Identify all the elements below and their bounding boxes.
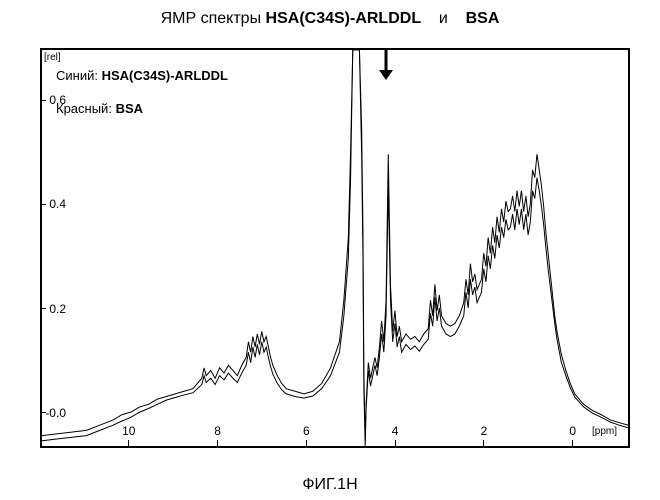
figure-label: ФИГ.1H [0, 476, 660, 494]
x-tick-mark [217, 440, 218, 446]
x-tick-mark [306, 440, 307, 446]
chart-title: ЯМР спектры HSA(C34S)-ARLDDL и BSA [0, 10, 660, 28]
title-sample-2: BSA [466, 10, 500, 27]
x-tick-label: 6 [303, 424, 310, 438]
y-tick-label: -0.0 [45, 406, 66, 420]
legend-line-1: Синий: HSA(C34S)-ARLDDL [56, 60, 228, 93]
legend-line1-sample: HSA(C34S)-ARLDDL [102, 68, 228, 83]
x-tick-label: 10 [122, 424, 135, 438]
y-tick-mark [40, 100, 46, 101]
chart-frame: Синий: HSA(C34S)-ARLDDL Красный: BSA [40, 48, 630, 448]
x-tick-mark [395, 440, 396, 446]
y-tick-mark [40, 308, 46, 309]
y-tick-label: 0.2 [49, 302, 66, 316]
y-tick-label: 0.4 [49, 197, 66, 211]
x-tick-mark [483, 440, 484, 446]
x-tick-label: 4 [392, 424, 399, 438]
y-axis-unit: [rel] [44, 52, 61, 63]
title-sample-1: HSA(C34S)-ARLDDL [266, 10, 422, 27]
y-tick-label: 0.6 [49, 93, 66, 107]
x-tick-label: 8 [214, 424, 221, 438]
x-axis-unit: [ppm] [592, 426, 617, 437]
x-tick-mark [128, 440, 129, 446]
legend-line2-sample: BSA [116, 101, 143, 116]
legend-line1-prefix: Синий: [56, 68, 98, 83]
legend-box: Синий: HSA(C34S)-ARLDDL Красный: BSA [52, 58, 232, 127]
x-tick-label: 0 [569, 424, 576, 438]
title-prefix: ЯМР спектры [161, 10, 261, 27]
x-tick-label: 2 [481, 424, 488, 438]
x-tick-mark [572, 440, 573, 446]
legend-line-2: Красный: BSA [56, 93, 228, 126]
title-conj: и [439, 10, 448, 27]
y-tick-mark [40, 204, 46, 205]
down-arrow-icon [376, 46, 396, 85]
